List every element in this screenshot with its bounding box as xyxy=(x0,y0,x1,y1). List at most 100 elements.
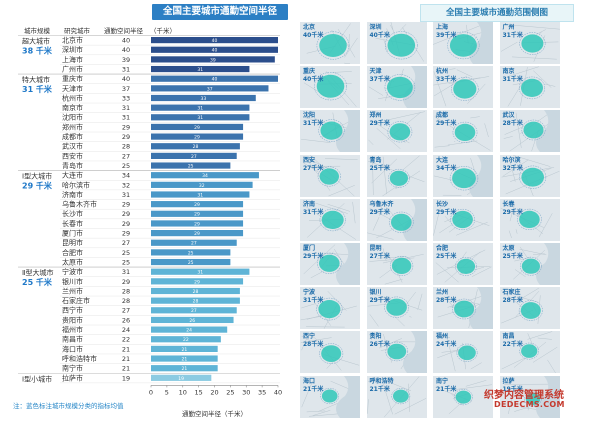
value-label: 21 xyxy=(122,365,130,373)
city-label: 合肥市 xyxy=(62,248,83,257)
map-tile: 宁波 31千米 xyxy=(300,287,360,330)
bar-data-label: 22 xyxy=(183,337,189,343)
value-label: 28 xyxy=(122,297,130,305)
bar xyxy=(151,162,231,169)
map-thumbnail xyxy=(499,110,560,153)
map-radius-label: 40千米 xyxy=(369,32,390,39)
map-city-label: 呼和浩特 xyxy=(369,377,394,385)
value-label: 27 xyxy=(122,239,130,247)
map-city-label: 兰州 xyxy=(436,289,449,297)
map-thumbnail xyxy=(366,331,427,374)
x-tick-label: 10 xyxy=(179,388,187,396)
value-label: 28 xyxy=(122,143,130,151)
bar-data-label: 28 xyxy=(193,144,199,150)
map-tile: 北京 40千米 xyxy=(300,22,360,64)
map-city-label: 郑州 xyxy=(369,112,382,120)
bar-data-label: 31 xyxy=(197,67,203,73)
bar xyxy=(151,181,253,188)
bar-data-label: 19 xyxy=(178,376,184,382)
map-tile: 济南 31千米 xyxy=(300,198,360,241)
city-label: 南宁市 xyxy=(62,364,83,373)
map-tile: 拉萨 19千米 xyxy=(499,375,560,418)
city-label: 郑州市 xyxy=(62,122,83,131)
city-label: 西宁市 xyxy=(62,306,83,315)
tier-label: Ⅱ型大城市 xyxy=(22,268,53,277)
bar xyxy=(151,307,237,314)
tier-average: 38 千米 xyxy=(22,46,53,56)
x-tick-label: 40 xyxy=(274,388,282,396)
map-thumbnail xyxy=(366,243,427,285)
map-city-label: 上海 xyxy=(436,24,449,31)
map-tile: 长沙 29千米 xyxy=(433,198,493,241)
x-tick-label: 0 xyxy=(149,388,153,396)
bar-data-label: 31 xyxy=(197,106,203,112)
map-tile: 西安 27千米 xyxy=(300,154,360,197)
bar xyxy=(151,56,275,63)
map-tile: 郑州 29千米 xyxy=(366,110,427,153)
value-label: 40 xyxy=(122,75,130,83)
map-radius-label: 32千米 xyxy=(502,164,523,172)
value-label: 25 xyxy=(122,162,130,170)
map-city-label: 沈阳 xyxy=(303,112,316,120)
city-label: 乌鲁木齐市 xyxy=(62,200,97,209)
value-label: 29 xyxy=(122,220,130,228)
map-city-label: 青岛 xyxy=(369,156,382,164)
city-label: 宁波市 xyxy=(62,267,83,276)
bar-data-label: 29 xyxy=(194,221,200,227)
header-unit: （千米） xyxy=(150,27,176,35)
map-city-label: 海口 xyxy=(303,377,316,385)
map-tile: 昆明 27千米 xyxy=(366,243,427,285)
map-thumbnail xyxy=(300,110,360,153)
value-label: 29 xyxy=(122,278,130,286)
bar xyxy=(151,278,244,285)
map-city-label: 石家庄 xyxy=(502,289,521,297)
city-label: 昆明市 xyxy=(62,238,83,247)
map-thumbnail xyxy=(433,375,493,418)
city-label: 石家庄市 xyxy=(62,296,90,305)
city-label: 广州市 xyxy=(62,64,83,73)
map-radius-label: 21千米 xyxy=(436,385,457,393)
bar-data-label: 29 xyxy=(194,231,200,237)
bar xyxy=(151,345,218,352)
value-label: 29 xyxy=(122,230,130,238)
bar-data-label: 37 xyxy=(207,86,213,92)
bar-data-label: 25 xyxy=(188,163,194,169)
city-label: 福州市 xyxy=(62,325,83,334)
map-radius-label: 25千米 xyxy=(502,253,523,260)
map-tile: 天津 37千米 xyxy=(366,66,427,109)
map-city-label: 重庆 xyxy=(303,68,316,76)
bar-data-label: 29 xyxy=(194,202,200,208)
value-label: 29 xyxy=(122,210,130,218)
bar xyxy=(151,355,218,362)
map-radius-label: 29千米 xyxy=(369,120,390,128)
map-city-label: 深圳 xyxy=(369,24,382,31)
value-label: 31 xyxy=(122,65,130,73)
bar xyxy=(151,201,244,208)
map-city-label: 南宁 xyxy=(436,377,449,385)
value-label: 39 xyxy=(122,56,130,64)
city-label: 沈阳市 xyxy=(62,113,83,122)
map-city-label: 成都 xyxy=(436,112,449,120)
city-label: 成都市 xyxy=(62,132,83,141)
map-tile: 上海 39千米 xyxy=(433,22,493,64)
bar xyxy=(151,46,278,53)
map-radius-label: 33千米 xyxy=(436,76,457,84)
map-radius-label: 29千米 xyxy=(502,208,523,216)
map-radius-label: 19千米 xyxy=(502,385,523,393)
header-value: 通勤空间半径 xyxy=(104,27,143,35)
map-radius-label: 29千米 xyxy=(303,253,324,260)
city-label: 青岛市 xyxy=(62,161,83,170)
map-thumbnail xyxy=(499,331,560,374)
tier-label: 特大城市 xyxy=(22,75,50,84)
city-label: 天津市 xyxy=(62,84,83,93)
bar xyxy=(151,365,218,372)
map-thumbnail xyxy=(300,22,360,64)
map-radius-label: 22千米 xyxy=(502,341,523,349)
value-label: 19 xyxy=(122,374,130,382)
map-radius-label: 25千米 xyxy=(436,253,457,260)
value-label: 29 xyxy=(122,201,130,209)
x-axis-label: 通勤空间半径（千米） xyxy=(182,409,247,418)
map-radius-label: 27千米 xyxy=(369,253,390,260)
x-tick-label: 20 xyxy=(210,388,218,396)
map-tile: 银川 29千米 xyxy=(366,287,427,330)
